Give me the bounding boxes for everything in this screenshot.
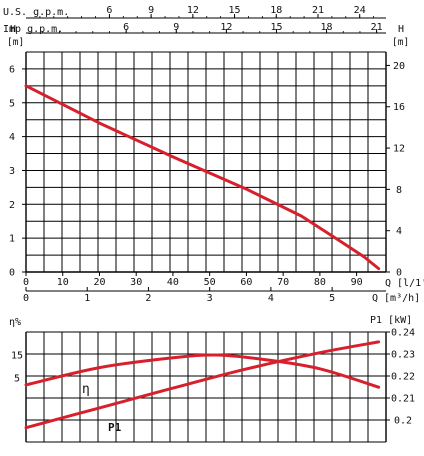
q-lpm-tick-label: 40 [167,277,179,288]
top-axis-tick-label: 6 [106,5,112,16]
q-lpm-tick-label: 20 [93,277,105,288]
right-axis-tick-label: 12 [393,144,405,155]
p1-tick-label: 0.23 [391,350,415,361]
left-axis-tick-label: 4 [9,132,15,143]
right-axis-tick-label: 20 [393,61,405,72]
left-h-unit: [m] [7,37,24,48]
q-lpm-tick-label: 50 [204,277,216,288]
us-gpm-label: U.S. g.p.m. [3,7,69,18]
top-axis-tick-label: 12 [187,5,199,16]
p1-tick-label: 0.22 [391,372,415,383]
right-axis-tick-label: 16 [393,102,405,113]
p1-curve-label: P1 [108,421,122,434]
top-axis-tick-label: 18 [321,22,333,33]
eta-curve-label: η [82,382,90,397]
q-m3h-tick-label: 3 [207,293,213,304]
left-axis-tick-label: 2 [9,200,15,211]
q-m3h-tick-label: 4 [268,293,274,304]
top-axis-tick-label: 24 [354,5,366,16]
right-axis-tick-label: 8 [396,185,402,196]
top-axis-tick-label: 21 [371,22,383,33]
q-lpm-label: Q [l/1'] [385,278,424,289]
q-lpm-tick-label: 60 [240,277,252,288]
q-lpm-tick-label: 90 [351,277,363,288]
top-axis-tick-label: 15 [229,5,241,16]
q-m3h-tick-label: 2 [145,293,151,304]
left-axis-tick-label: 6 [9,64,15,75]
right-axis-tick-label: 4 [396,226,402,237]
p1-tick-label: 0.21 [391,394,415,405]
right-h-unit: [m] [392,37,409,48]
left-h-label: H [10,24,16,35]
p1-tick-label: 0.2 [394,416,412,427]
left-axis-tick-label: 0 [9,268,15,279]
head-curve [24,84,381,271]
right-axis-tick-label: 0 [396,268,402,279]
p1-tick-label: 0.24 [391,328,415,339]
efficiency-curve [24,353,381,389]
top-axis-tick-label: 18 [270,5,282,16]
right-h-label: H [398,24,404,35]
left-axis-tick-label: 5 [9,98,15,109]
imp-gpm-label: Imp g.p.m. [3,24,63,35]
q-lpm-tick-label: 30 [130,277,142,288]
eta-tick-label: 5 [14,374,20,385]
top-axis-tick-label: 6 [123,22,129,33]
top-axis-tick-label: 12 [220,22,232,33]
power-p1-curve [24,340,381,430]
q-lpm-tick-label: 70 [277,277,289,288]
left-axis-tick-label: 1 [9,234,15,245]
eta-tick-label: 15 [11,351,23,362]
top-axis-tick-label: 15 [270,22,282,33]
q-m3h-tick-label: 1 [84,293,90,304]
q-m3h-tick-label: 5 [329,293,335,304]
q-lpm-tick-label: 10 [57,277,69,288]
q-lpm-tick-label: 0 [23,277,29,288]
top-axis-tick-label: 9 [148,5,154,16]
top-axis-tick-label: 21 [312,5,324,16]
q-m3h-label: Q [m³/h] [372,293,420,304]
lower-grid: 5 15 0.2 0.21 0.22 0.23 0.24 [11,328,415,443]
p1-axis-label: P1 [kW] [370,315,412,326]
left-axis-tick-label: 3 [9,166,15,177]
eta-axis-label: η% [9,317,21,328]
q-m3h-tick-label: 0 [23,293,29,304]
q-lpm-tick-label: 80 [314,277,326,288]
top-axis-tick-label: 9 [173,22,179,33]
